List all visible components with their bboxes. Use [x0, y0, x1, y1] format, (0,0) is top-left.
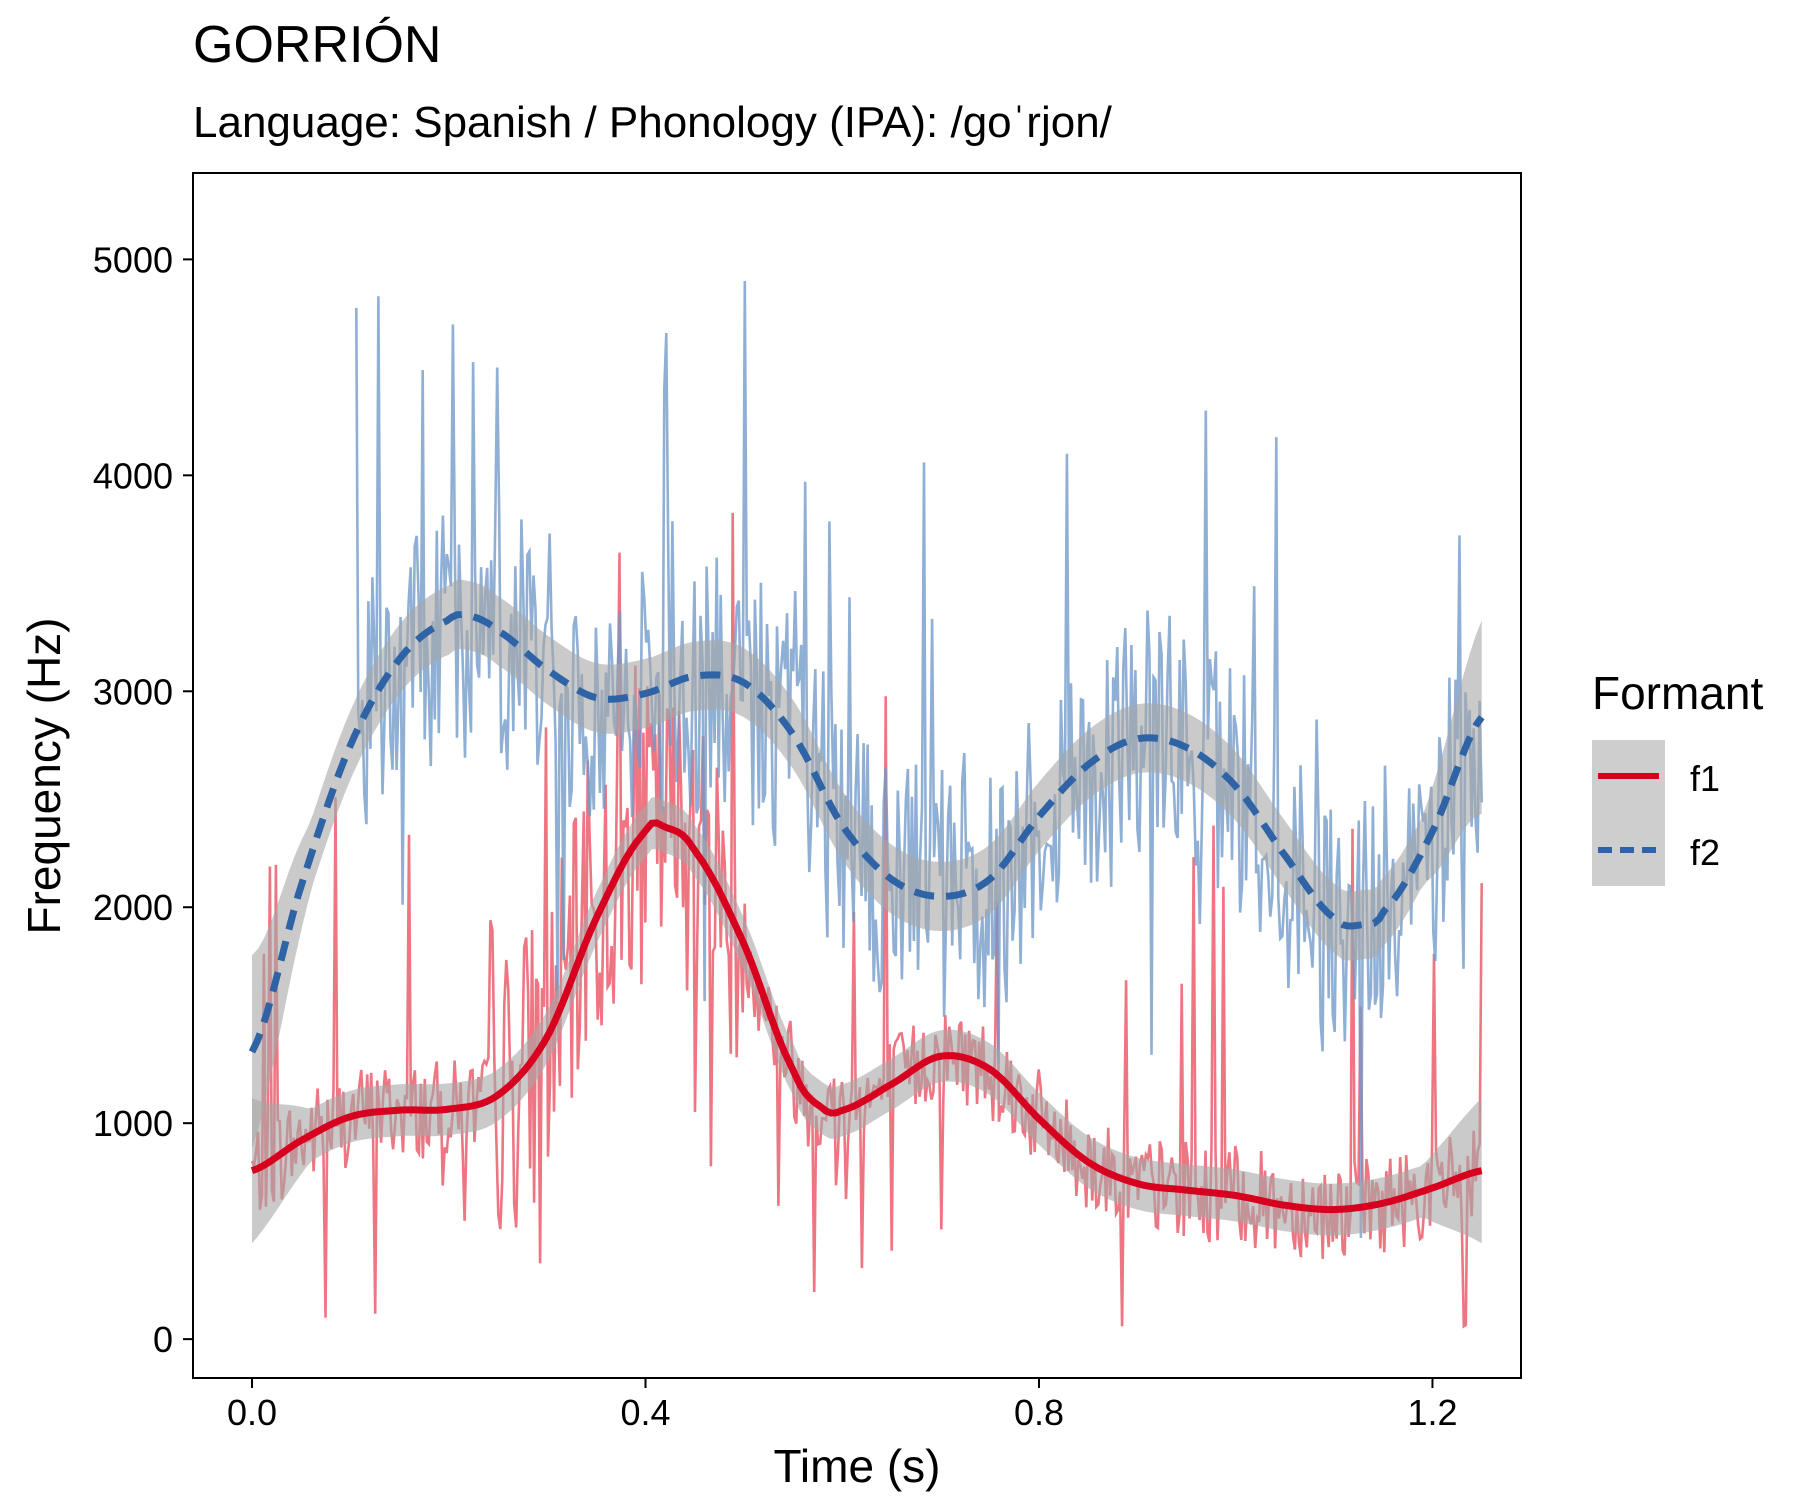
raw-tracks	[250, 280, 1483, 1329]
y-axis: 0 1000 2000 3000 4000 5000	[93, 239, 193, 1360]
chart-subtitle: Language: Spanish / Phonology (IPA): /go…	[193, 98, 1113, 147]
legend: Formant f1 f2	[1592, 667, 1763, 886]
y-tick-label: 4000	[93, 455, 173, 496]
legend-label-f1: f1	[1690, 758, 1720, 799]
y-tick-label: 1000	[93, 1103, 173, 1144]
smooth-line-f2	[248, 610, 1485, 1054]
smooth-line-f1	[250, 819, 1483, 1214]
legend-title: Formant	[1592, 667, 1763, 719]
x-axis: 0.0 0.4 0.8 1.2	[227, 1378, 1457, 1433]
confidence-bands	[252, 579, 1482, 1244]
confidence-band-f1	[252, 797, 1482, 1244]
x-tick-label: 0.4	[620, 1392, 670, 1433]
y-tick-label: 3000	[93, 671, 173, 712]
y-axis-label: Frequency (Hz)	[18, 618, 70, 935]
x-axis-label: Time (s)	[774, 1440, 941, 1492]
chart-title: GORRIÓN	[193, 16, 441, 74]
y-tick-label: 2000	[93, 887, 173, 928]
legend-label-f2: f2	[1690, 832, 1720, 873]
x-tick-label: 0.0	[227, 1392, 277, 1433]
x-tick-label: 1.2	[1407, 1392, 1457, 1433]
x-tick-label: 0.8	[1014, 1392, 1064, 1433]
y-tick-label: 5000	[93, 239, 173, 280]
y-tick-label: 0	[153, 1319, 173, 1360]
plot-panel-border	[192, 172, 1522, 1379]
confidence-band-f2	[252, 579, 1482, 1149]
smooth-lines	[248, 610, 1485, 1214]
